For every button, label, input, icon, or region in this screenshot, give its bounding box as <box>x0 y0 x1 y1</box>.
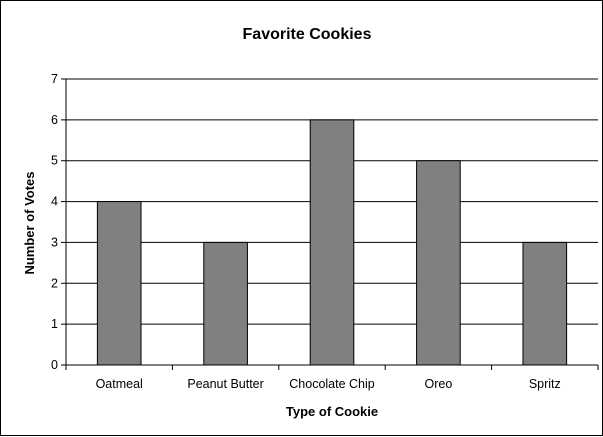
x-tick-label: Spritz <box>529 377 561 391</box>
y-tick-label: 2 <box>51 276 58 290</box>
x-tick-label: Chocolate Chip <box>289 377 375 391</box>
y-tick-label: 4 <box>51 195 58 209</box>
y-tick-label: 1 <box>51 317 58 331</box>
x-tick-label: Oatmeal <box>96 377 143 391</box>
y-axis-title: Number of Votes <box>22 171 37 274</box>
x-tick-labels: Oatmeal Peanut Butter Chocolate Chip Oreo Sp… <box>96 377 561 391</box>
y-tick-label: 5 <box>51 154 58 168</box>
x-tick-label: Oreo <box>425 377 453 391</box>
bars <box>96 119 568 366</box>
x-axis-title: Type of Cookie <box>286 404 378 419</box>
y-tick-label: 3 <box>51 235 58 249</box>
bar <box>203 241 248 366</box>
bar <box>96 201 142 366</box>
y-tick-label: 6 <box>51 113 58 127</box>
bar <box>522 241 568 366</box>
x-tick-label: Peanut Butter <box>187 377 263 391</box>
y-tick-label: 7 <box>51 72 58 86</box>
bar <box>309 119 355 366</box>
y-tick-label: 0 <box>51 358 58 372</box>
y-tick-labels: 0 1 2 3 4 5 6 7 <box>51 72 58 372</box>
bar <box>416 160 461 366</box>
chart-title: Favorite Cookies <box>243 26 372 43</box>
axes <box>61 78 599 370</box>
